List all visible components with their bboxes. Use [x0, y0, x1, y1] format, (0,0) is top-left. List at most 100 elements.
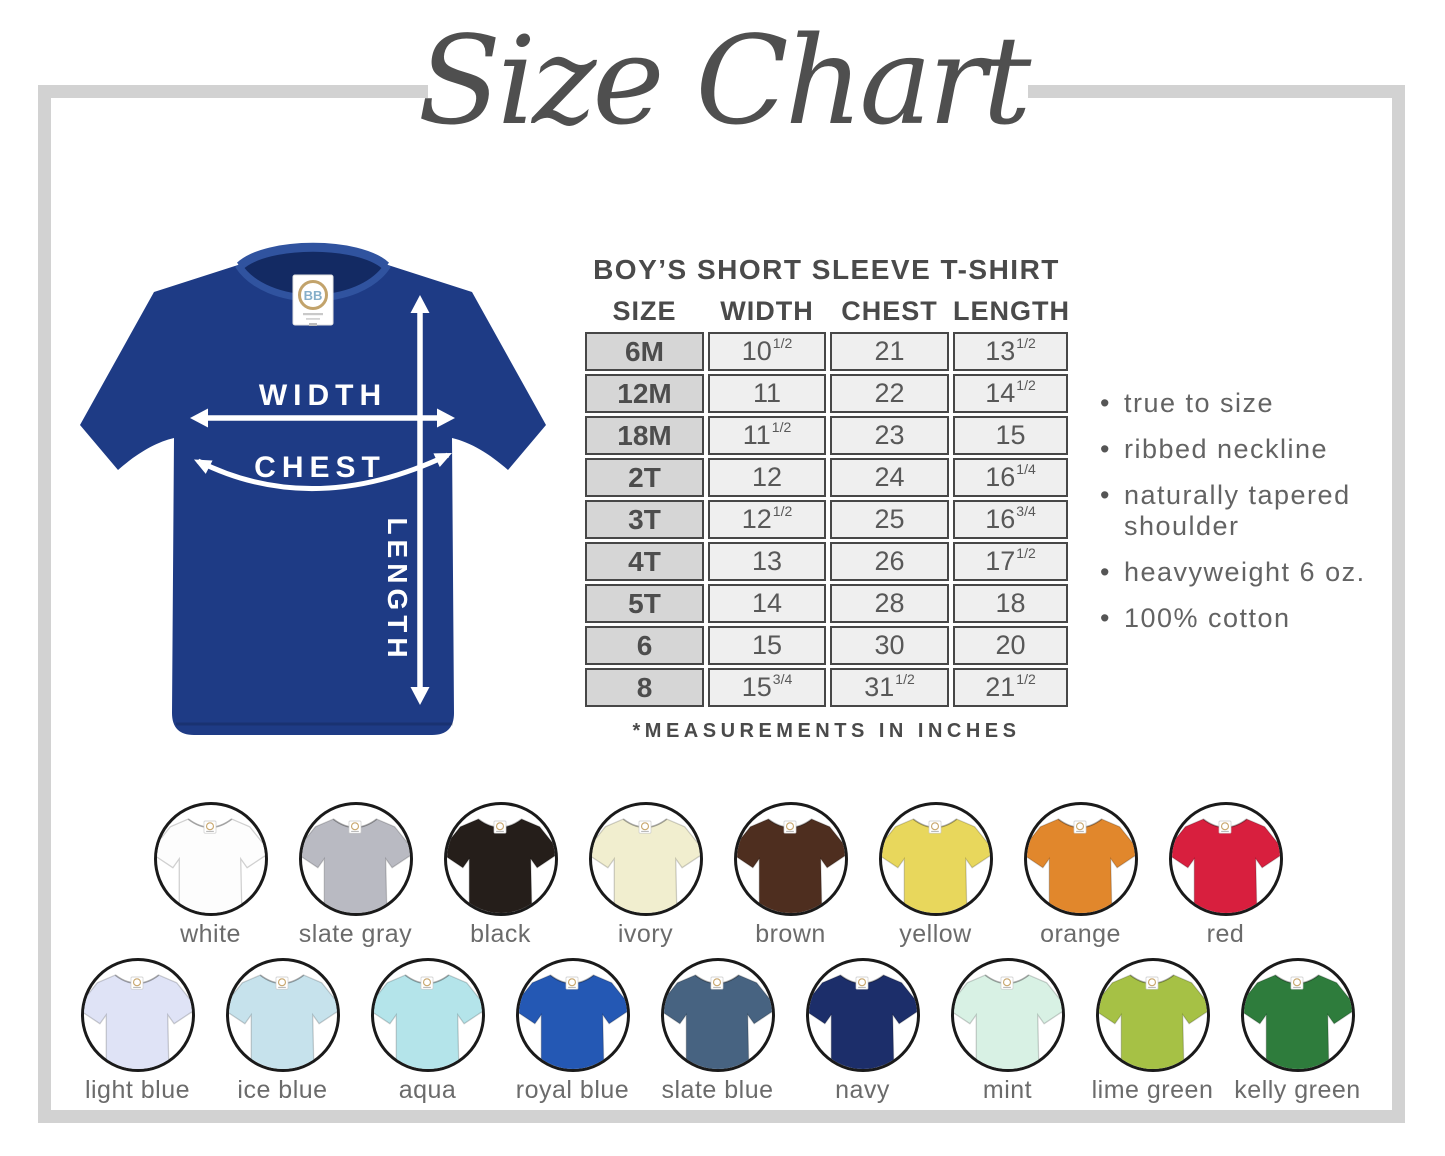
- size-cell: 5T: [585, 584, 704, 623]
- size-table-row: 18M 11 1/2 23 15: [585, 416, 1068, 455]
- chest-cell: 23: [830, 416, 949, 455]
- feature-item: • heavyweight 6 oz.: [1100, 557, 1405, 588]
- bullet-icon: •: [1100, 480, 1111, 510]
- color-label: slate gray: [298, 920, 413, 948]
- width-cell: 13: [708, 542, 826, 581]
- size-cell: 3T: [585, 500, 704, 539]
- color-swatch-item: lime green: [1080, 958, 1225, 1105]
- color-swatch-item: mint: [935, 958, 1080, 1105]
- tshirt-color-icon: [444, 810, 558, 916]
- width-cell: 12 1/2: [708, 500, 826, 539]
- tshirt-color-icon: [1169, 810, 1283, 916]
- bullet-icon: •: [1100, 388, 1111, 418]
- size-table-rows: 6M 10 1/2 21 13 1/2 12M 11 22 14 1/2 18M 11 1/2 23 15 2T…: [585, 332, 1068, 710]
- tshirt-color-icon: [226, 966, 340, 1072]
- size-cell: 4T: [585, 542, 704, 581]
- tshirt-color-icon: [299, 810, 413, 916]
- color-swatch-circle: [660, 958, 775, 1072]
- column-header-size: SIZE: [612, 296, 677, 326]
- color-swatch-circle: [298, 802, 413, 916]
- size-table-row: 5T 14 28 18: [585, 584, 1068, 623]
- color-swatch-circle: [153, 802, 268, 916]
- feature-item: • true to size: [1100, 388, 1405, 419]
- color-label: brown: [755, 920, 826, 948]
- size-table-row: 3T 12 1/2 25 16 3/4: [585, 500, 1068, 539]
- brand-tag-text: BB: [304, 288, 323, 303]
- chest-cell: 28: [830, 584, 949, 623]
- tshirt-measurement-diagram: BB WIDTH CHEST LENGTH: [80, 242, 546, 735]
- width-label: WIDTH: [259, 379, 387, 412]
- color-swatch-circle: [1168, 802, 1283, 916]
- length-cell: 21 1/2: [953, 668, 1068, 707]
- color-swatch-circle: [588, 802, 703, 916]
- color-swatch-item: yellow: [863, 802, 1008, 949]
- bullet-icon: •: [1100, 603, 1111, 633]
- color-swatch-circle: [1240, 958, 1355, 1072]
- color-swatch-circle: [370, 958, 485, 1072]
- color-swatch-circle: [1023, 802, 1138, 916]
- length-cell: 18: [953, 584, 1068, 623]
- size-table-row: 6M 10 1/2 21 13 1/2: [585, 332, 1068, 371]
- tshirt-color-icon: [81, 966, 195, 1072]
- feature-text: ribbed neckline: [1123, 434, 1329, 464]
- color-label: white: [180, 920, 241, 948]
- column-header-width: WIDTH: [720, 296, 814, 326]
- size-table-row: 6 15 30 20: [585, 626, 1068, 665]
- brand-tag: BB: [292, 274, 334, 326]
- color-label: mint: [982, 1076, 1033, 1104]
- chest-cell: 21: [830, 332, 949, 371]
- color-swatch-circle: [225, 958, 340, 1072]
- color-swatch-item: slate gray: [283, 802, 428, 949]
- chest-arrow: [194, 452, 452, 492]
- color-swatch-circle: [1095, 958, 1210, 1072]
- feature-text: true to size: [1123, 388, 1275, 418]
- color-swatch-circle: [515, 958, 630, 1072]
- size-cell: 8: [585, 668, 704, 707]
- color-swatch-item: red: [1153, 802, 1298, 949]
- color-swatch-item: slate blue: [645, 958, 790, 1105]
- length-cell: 14 1/2: [953, 374, 1068, 413]
- size-cell: 6: [585, 626, 704, 665]
- length-cell: 13 1/2: [953, 332, 1068, 371]
- color-label: orange: [1040, 920, 1121, 948]
- feature-item: • 100% cotton: [1100, 603, 1405, 634]
- tshirt-color-icon: [371, 966, 485, 1072]
- color-row-1: white slate gray black ivory brown yellow oran…: [138, 802, 1298, 949]
- size-cell: 2T: [585, 458, 704, 497]
- chest-cell: 31 1/2: [830, 668, 949, 707]
- color-label: ice blue: [237, 1076, 328, 1104]
- color-swatch-circle: [950, 958, 1065, 1072]
- length-cell: 20: [953, 626, 1068, 665]
- tshirt-color-icon: [661, 966, 775, 1072]
- bullet-icon: •: [1100, 557, 1111, 587]
- width-cell: 14: [708, 584, 826, 623]
- color-swatch-item: black: [428, 802, 573, 949]
- tshirt-color-icon: [516, 966, 630, 1072]
- color-swatch-item: ice blue: [210, 958, 355, 1105]
- bullet-icon: •: [1100, 434, 1111, 464]
- size-cell: 12M: [585, 374, 704, 413]
- page-title: Size Chart: [417, 10, 1032, 152]
- color-label: navy: [835, 1076, 890, 1104]
- tshirt-color-icon: [1241, 966, 1355, 1072]
- chest-cell: 26: [830, 542, 949, 581]
- color-swatch-item: navy: [790, 958, 935, 1105]
- chest-cell: 30: [830, 626, 949, 665]
- size-table-row: 12M 11 22 14 1/2: [585, 374, 1068, 413]
- size-table-row: 8 15 3/4 31 1/2 21 1/2: [585, 668, 1068, 707]
- color-swatch-item: kelly green: [1225, 958, 1370, 1105]
- color-swatch-item: light blue: [65, 958, 210, 1105]
- column-header-length: LENGTH: [953, 296, 1070, 326]
- tshirt-color-icon: [1024, 810, 1138, 916]
- feature-text: heavyweight 6 oz.: [1123, 557, 1366, 587]
- length-cell: 16 1/4: [953, 458, 1068, 497]
- column-header-chest: CHEST: [841, 296, 938, 326]
- color-swatch-circle: [443, 802, 558, 916]
- width-cell: 11 1/2: [708, 416, 826, 455]
- length-cell: 15: [953, 416, 1068, 455]
- size-table-row: 2T 12 24 16 1/4: [585, 458, 1068, 497]
- table-column-headers: SIZE WIDTH CHEST LENGTH: [585, 296, 1070, 327]
- color-swatch-item: white: [138, 802, 283, 949]
- feature-item: • naturally tapered shoulder: [1100, 480, 1405, 542]
